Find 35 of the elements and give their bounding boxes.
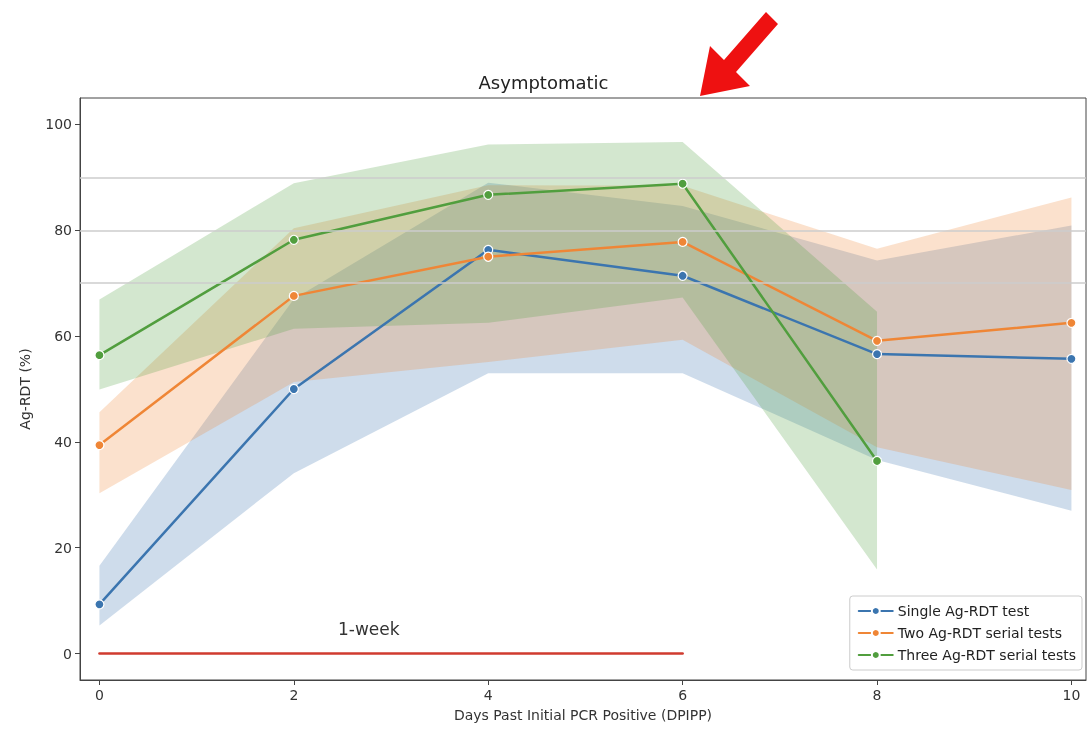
point — [677, 270, 688, 281]
x-tick-label: 10 — [1062, 687, 1081, 703]
point — [1066, 353, 1077, 364]
x-tick-label: 2 — [289, 687, 299, 703]
point — [871, 335, 883, 346]
y-tick-label: 80 — [54, 222, 72, 239]
y-tick-label: 40 — [54, 433, 72, 450]
point — [871, 455, 883, 467]
point — [94, 599, 105, 610]
x-tick-label: 6 — [678, 687, 688, 703]
annotation: 1-week — [338, 618, 400, 639]
chart-title: Asymptomatic — [478, 71, 609, 93]
point — [483, 189, 494, 200]
x-tick-label: 0 — [94, 687, 104, 703]
legend-label: Two Ag-RDT serial tests — [896, 625, 1063, 641]
point — [871, 348, 883, 360]
legend-label: Single Ag-RDT test — [897, 603, 1030, 619]
point — [94, 350, 105, 361]
point — [1066, 317, 1077, 328]
legend-label: Three Ag-RDT serial tests — [896, 647, 1077, 663]
x-tick-label: 4 — [483, 687, 493, 703]
point — [94, 439, 105, 451]
x-axis-title: Days Past Initial PCR Positive (DPIPP) — [453, 707, 713, 723]
point — [677, 236, 688, 248]
y-tick-label: 60 — [54, 328, 72, 345]
point — [288, 383, 299, 395]
point — [288, 234, 299, 245]
point — [288, 290, 299, 301]
point — [483, 251, 494, 262]
y-tick-label: 0 — [63, 645, 72, 662]
point — [677, 178, 688, 189]
y-axis-title: Ag-RDT (%) — [17, 348, 33, 430]
x-tick-label: 8 — [872, 687, 882, 703]
y-tick-label: 100 — [45, 116, 72, 133]
y-tick-label: 20 — [54, 539, 72, 556]
